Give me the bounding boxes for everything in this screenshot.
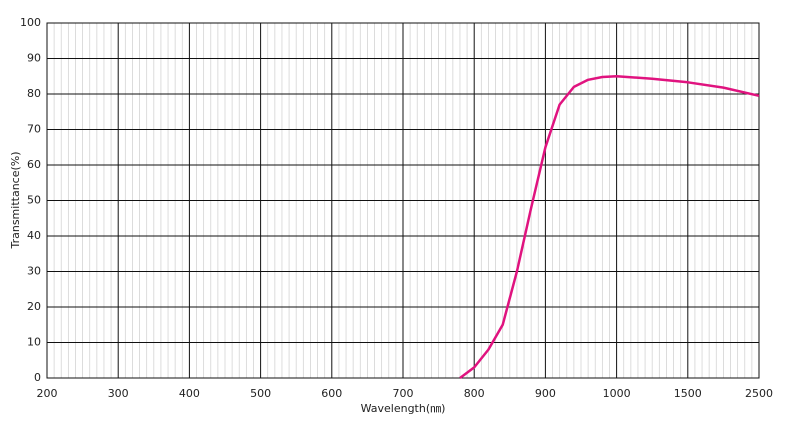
y-tick-label: 0 bbox=[34, 371, 41, 384]
x-tick-label: 900 bbox=[535, 387, 556, 400]
y-tick-label: 20 bbox=[27, 300, 41, 313]
line bbox=[459, 75, 760, 380]
x-tick-label: 2500 bbox=[745, 387, 773, 400]
x-tick-label: 1500 bbox=[674, 387, 702, 400]
plot-frame bbox=[46, 22, 760, 379]
y-tick-label: 90 bbox=[27, 52, 41, 65]
y-axis-label: Transmittance(%) bbox=[9, 151, 22, 249]
x-axis-label: Wavelength(㎚) bbox=[361, 402, 446, 415]
x-tick-label: 1000 bbox=[603, 387, 631, 400]
x-tick-label: 300 bbox=[108, 387, 129, 400]
x-tick-label: 200 bbox=[37, 387, 58, 400]
y-tick-label: 80 bbox=[27, 87, 41, 100]
y-tick-label: 60 bbox=[27, 158, 41, 171]
y-tick-label: 100 bbox=[20, 16, 41, 29]
y-tick-label: 40 bbox=[27, 229, 41, 242]
x-tick-label: 500 bbox=[250, 387, 271, 400]
y-tick-label: 30 bbox=[27, 265, 41, 278]
x-tick-label: 700 bbox=[393, 387, 414, 400]
y-tick-label: 50 bbox=[27, 194, 41, 207]
x-tick-label: 800 bbox=[464, 387, 485, 400]
y-tick-label: 70 bbox=[27, 123, 41, 136]
x-tick-label: 600 bbox=[321, 387, 342, 400]
y-tick-label: 10 bbox=[27, 336, 41, 349]
x-tick-label: 400 bbox=[179, 387, 200, 400]
